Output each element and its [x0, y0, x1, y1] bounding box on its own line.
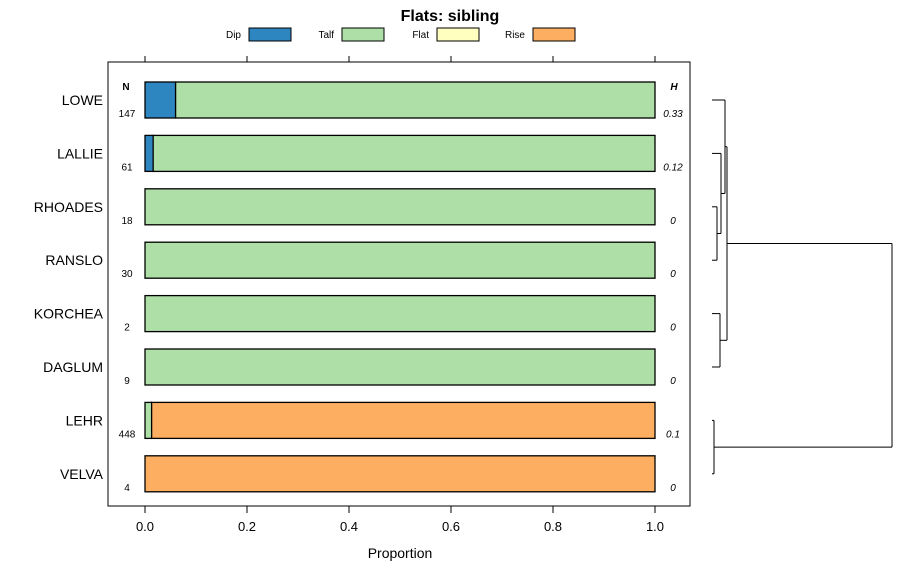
- legend-label-rise: Rise: [505, 30, 525, 41]
- legend-swatch-flat: [436, 27, 480, 42]
- h-value: 0.33: [663, 109, 683, 120]
- n-value: 9: [124, 376, 130, 387]
- bar-segment-talf: [144, 241, 656, 279]
- h-value: 0.1: [666, 429, 680, 440]
- row-velva: VELVA 4 0: [60, 455, 676, 494]
- n-value: 147: [119, 109, 136, 120]
- row-korchea: KORCHEA 2 0: [34, 294, 676, 334]
- dendrogram: [712, 99, 893, 475]
- bar-segment-dip: [144, 81, 177, 119]
- tick-label: 0.8: [544, 519, 562, 534]
- tick-label: 0.2: [238, 519, 256, 534]
- n-value: 448: [119, 429, 136, 440]
- bar-segment-talf: [174, 81, 656, 119]
- h-value: 0: [670, 483, 676, 494]
- legend-swatch-dip: [248, 27, 292, 42]
- category-label: DAGLUM: [43, 359, 103, 375]
- category-label: LEHR: [66, 412, 103, 428]
- h-value: 0: [670, 323, 676, 334]
- h-value: 0: [670, 216, 676, 227]
- legend: Dip Talf Flat Rise: [226, 27, 576, 42]
- category-label: KORCHEA: [34, 306, 104, 322]
- bar-segment-rise: [150, 401, 656, 440]
- bar-segment-talf: [144, 401, 153, 440]
- tick-label: 0.0: [136, 519, 154, 534]
- n-value: 61: [121, 162, 133, 173]
- bar-segment-talf: [144, 294, 656, 333]
- n-value: 4: [124, 483, 130, 494]
- tick-label: 0.6: [442, 519, 460, 534]
- n-value: 2: [124, 323, 130, 334]
- bar-segment-talf: [144, 188, 656, 226]
- bar-segment-talf: [144, 348, 656, 386]
- category-label: LOWE: [62, 92, 103, 108]
- row-lallie: LALLIE 61 0.12: [57, 134, 683, 173]
- h-value: 0: [670, 269, 676, 280]
- legend-swatch-rise: [532, 27, 576, 42]
- category-label: VELVA: [60, 466, 104, 482]
- h-value: 0.12: [663, 162, 683, 173]
- legend-label-dip: Dip: [226, 30, 241, 41]
- category-label: RHOADES: [34, 199, 103, 215]
- bar-segment-dip: [144, 134, 154, 173]
- n-value: 30: [121, 269, 133, 280]
- n-value: 18: [121, 216, 133, 227]
- n-header: N: [122, 82, 129, 93]
- chart-title: Flats: sibling: [401, 8, 500, 25]
- legend-label-flat: Flat: [412, 30, 429, 41]
- x-axis: 0.0 0.2 0.4 0.6 0.8 1.0: [136, 506, 664, 534]
- legend-swatch-talf: [341, 27, 385, 42]
- row-lowe: LOWE 147 0.33: [62, 81, 683, 120]
- row-lehr: LEHR 448 0.1: [66, 401, 680, 440]
- tick-label: 0.4: [340, 519, 358, 534]
- category-label: LALLIE: [57, 145, 103, 161]
- tick-label: 1.0: [646, 519, 664, 534]
- bar-segment-rise: [144, 455, 656, 493]
- h-value: 0: [670, 376, 676, 387]
- category-label: RANSLO: [45, 252, 103, 268]
- legend-label-talf: Talf: [318, 30, 334, 41]
- x-axis-title: Proportion: [368, 545, 433, 561]
- bar-segment-talf: [152, 134, 656, 173]
- row-daglum: DAGLUM 9 0: [43, 348, 676, 387]
- row-ranslo: RANSLO 30 0: [45, 241, 676, 280]
- plot-frame: [107, 61, 691, 507]
- row-rhoades: RHOADES 18 0: [34, 188, 676, 227]
- top-axis: [144, 56, 656, 62]
- h-header: H: [670, 82, 678, 93]
